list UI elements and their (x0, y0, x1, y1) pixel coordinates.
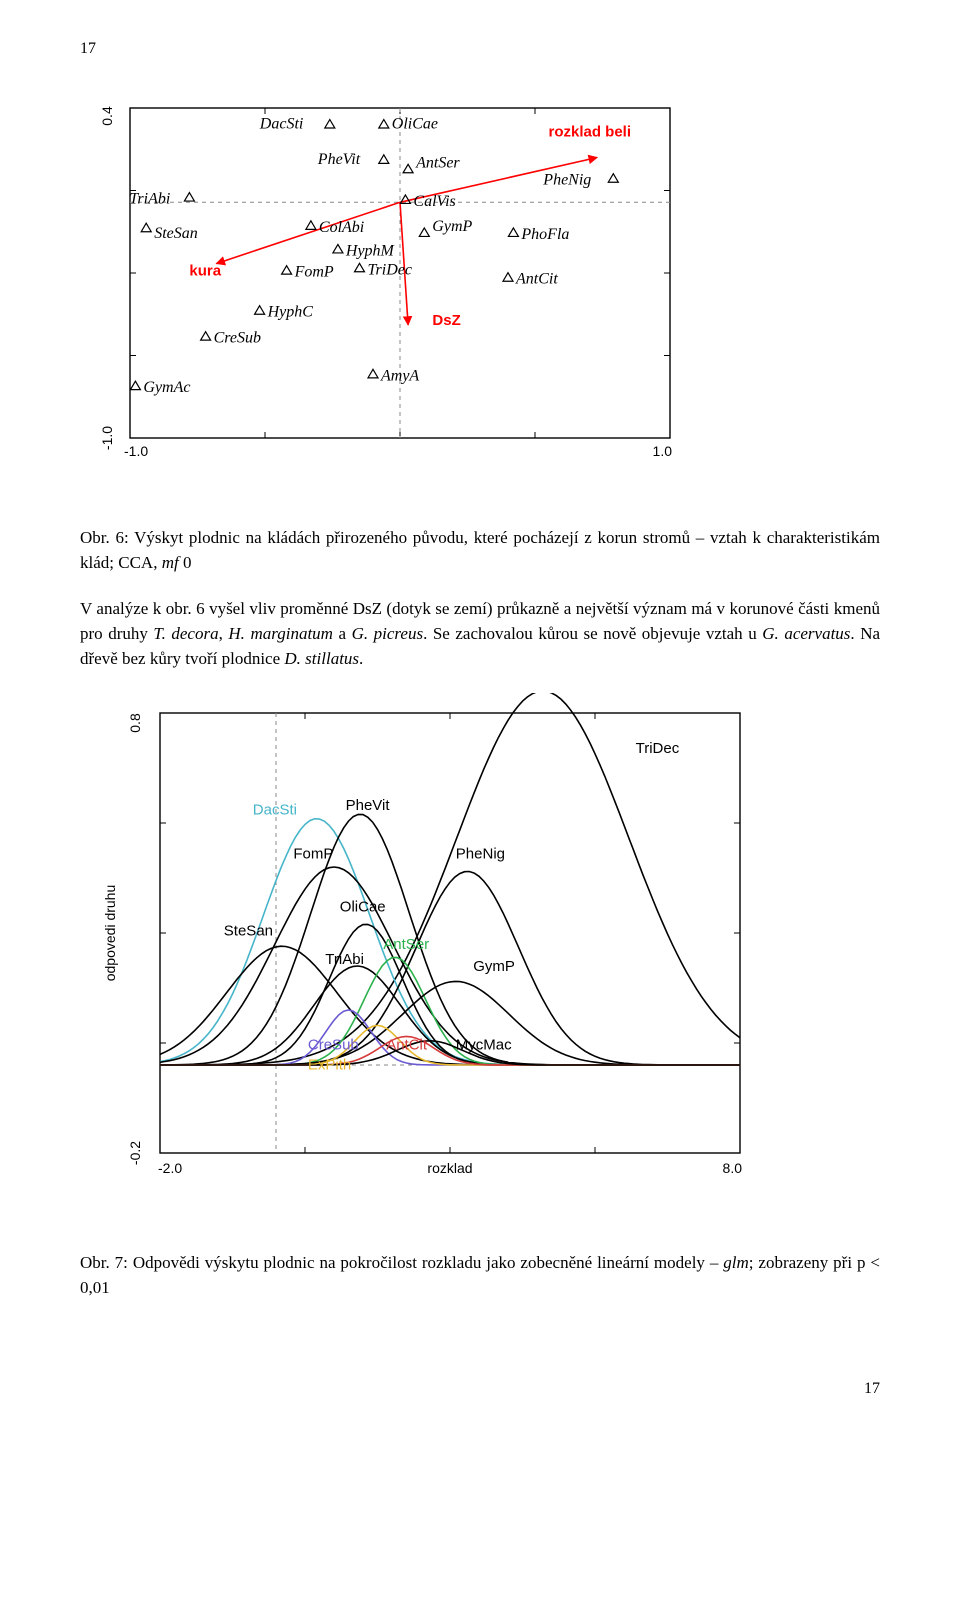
svg-text:PhoFla: PhoFla (520, 226, 569, 243)
svg-text:SteSan: SteSan (224, 923, 273, 940)
svg-text:AntCit: AntCit (515, 271, 558, 288)
svg-text:rozklad beli: rozklad beli (549, 123, 632, 140)
svg-text:MycMac: MycMac (456, 1037, 512, 1054)
para-t2: , (219, 624, 229, 643)
svg-text:HyphM: HyphM (345, 242, 396, 259)
fig7-caption-prefix: Obr. 7: Odpovědi výskytu plodnic na pokr… (80, 1253, 723, 1272)
svg-text:DacSti: DacSti (259, 116, 304, 133)
svg-text:-0.2: -0.2 (127, 1141, 143, 1165)
svg-text:AntSer: AntSer (415, 154, 460, 171)
analysis-paragraph: V analýze k obr. 6 vyšel vliv proměnné D… (80, 597, 880, 671)
svg-text:8.0: 8.0 (723, 1160, 743, 1176)
svg-text:TriDec: TriDec (636, 740, 680, 757)
svg-text:PheNig: PheNig (542, 172, 591, 189)
species-g-picreus: G. picreus (352, 624, 423, 643)
svg-text:kura: kura (189, 262, 221, 279)
svg-text:PheVit: PheVit (346, 797, 391, 814)
species-g-acervatus: G. acervatus (762, 624, 850, 643)
svg-text:CalVis: CalVis (413, 193, 455, 210)
para-t3: a (333, 624, 352, 643)
figure-6-caption: Obr. 6: Výskyt plodnic na kládách přiroz… (80, 526, 880, 575)
svg-text:GymP: GymP (473, 958, 515, 975)
species-h-marginatum: H. marginatum (228, 624, 333, 643)
fig6-caption-suffix: 0 (179, 553, 192, 572)
figure-6-cca-biplot: kura DsZ rozklad beli DacSti OliCae PheVit Ant… (80, 88, 700, 498)
svg-text:AmyA: AmyA (380, 367, 419, 384)
para-t6: . (359, 649, 363, 668)
svg-text:PheVit: PheVit (317, 151, 361, 168)
svg-text:FomP: FomP (294, 264, 334, 281)
svg-text:GymP: GymP (432, 218, 472, 235)
figure-7-response-curves: TriDec DacSti PheVit FomP PheNig OliCae SteSan… (80, 693, 780, 1223)
svg-text:ColAbi: ColAbi (319, 219, 364, 236)
svg-text:PheNig: PheNig (456, 846, 505, 863)
svg-text:TriAbi: TriAbi (129, 191, 170, 208)
svg-text:FomP: FomP (293, 846, 333, 863)
svg-text:0.8: 0.8 (127, 713, 143, 733)
svg-text:-1.0: -1.0 (99, 426, 115, 450)
fig6-caption-mf: mf (162, 553, 179, 572)
svg-text:1.0: 1.0 (653, 443, 673, 459)
page-number-bottom: 17 (80, 1380, 880, 1398)
svg-text:SteSan: SteSan (154, 225, 198, 242)
svg-text:-1.0: -1.0 (124, 443, 148, 459)
svg-text:DsZ: DsZ (432, 312, 460, 329)
svg-text:HyphC: HyphC (267, 304, 314, 321)
fig6-caption-prefix: Obr. 6: Výskyt plodnic na kládách přiroz… (80, 528, 880, 572)
svg-text:TriAbi: TriAbi (325, 951, 364, 968)
species-t-decora: T. decora (153, 624, 218, 643)
svg-text:odpovedi druhu: odpovedi druhu (102, 885, 118, 982)
svg-text:GymAc: GymAc (143, 379, 190, 396)
species-d-stillatus: D. stillatus (284, 649, 359, 668)
svg-text:CreSub: CreSub (214, 330, 261, 347)
svg-text:DacSti: DacSti (253, 802, 297, 819)
svg-text:CreSub: CreSub (308, 1037, 359, 1054)
svg-text:TriDec: TriDec (368, 261, 412, 278)
svg-text:ExPith: ExPith (308, 1057, 351, 1074)
para-t4: . Se zachovalou kůrou se nově objevuje v… (423, 624, 762, 643)
figure-7-caption: Obr. 7: Odpovědi výskytu plodnic na pokr… (80, 1251, 880, 1300)
svg-text:-2.0: -2.0 (158, 1160, 182, 1176)
page-number-top: 17 (80, 40, 880, 58)
svg-text:OliCae: OliCae (340, 899, 386, 916)
svg-text:AntCit: AntCit (386, 1037, 428, 1054)
fig7-caption-glm: glm (723, 1253, 749, 1272)
svg-text:AntSer: AntSer (383, 936, 429, 953)
svg-text:OliCae: OliCae (392, 116, 438, 133)
svg-text:rozklad: rozklad (427, 1160, 472, 1176)
svg-text:0.4: 0.4 (99, 106, 115, 126)
